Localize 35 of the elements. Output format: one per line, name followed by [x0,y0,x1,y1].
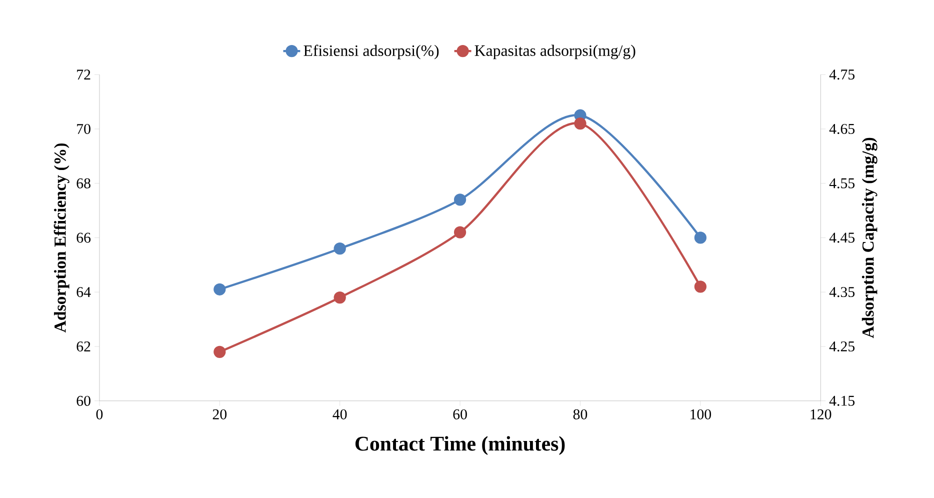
y2-tick-label: 4.55 [829,178,855,188]
point [454,193,466,206]
y-tick-label: 60 [76,396,90,406]
y-tick-label: 72 [77,70,90,80]
point [334,242,346,254]
legend-label: Efisiensi adsorpsi(%) [304,44,439,60]
x-tick-label: 40 [332,409,347,420]
point [214,283,226,296]
point [454,226,466,238]
y-tick-label: 70 [77,124,90,134]
y2-tick-label: 4.15 [829,396,855,406]
point [694,232,706,244]
legend-label: Kapasitas adsorpsi(mg/g) [474,44,636,60]
x-tick-label: 120 [810,409,832,420]
y2-tick-label: 4.35 [829,286,855,297]
x-tick-label: 80 [573,409,588,420]
y2-tick-label: 4.25 [829,341,855,352]
y-tick-label: 62 [76,341,90,352]
x-axis-title: Contact Time (minutes) [355,436,565,455]
y-tick-label: 64 [76,286,91,297]
x-tick-label: 20 [212,409,227,420]
point [694,280,706,293]
point [334,291,346,304]
y2-tick-label: 4.75 [829,69,855,80]
y-tick-label: 66 [76,232,91,243]
point [574,117,586,130]
x-tick-label: 100 [690,409,712,420]
y2-tick-label: 4.45 [829,232,855,243]
y-tick-label: 68 [76,178,90,188]
x-tick-label: 0 [96,409,103,420]
x-tick-label: 60 [453,409,467,420]
y-axis-title: Adsorption Efficiency (%) [54,143,70,332]
y2-axis-title: Adsorption Capacity (mg/g) [862,138,878,338]
y2-tick-label: 4.65 [829,124,855,134]
point [214,346,226,358]
